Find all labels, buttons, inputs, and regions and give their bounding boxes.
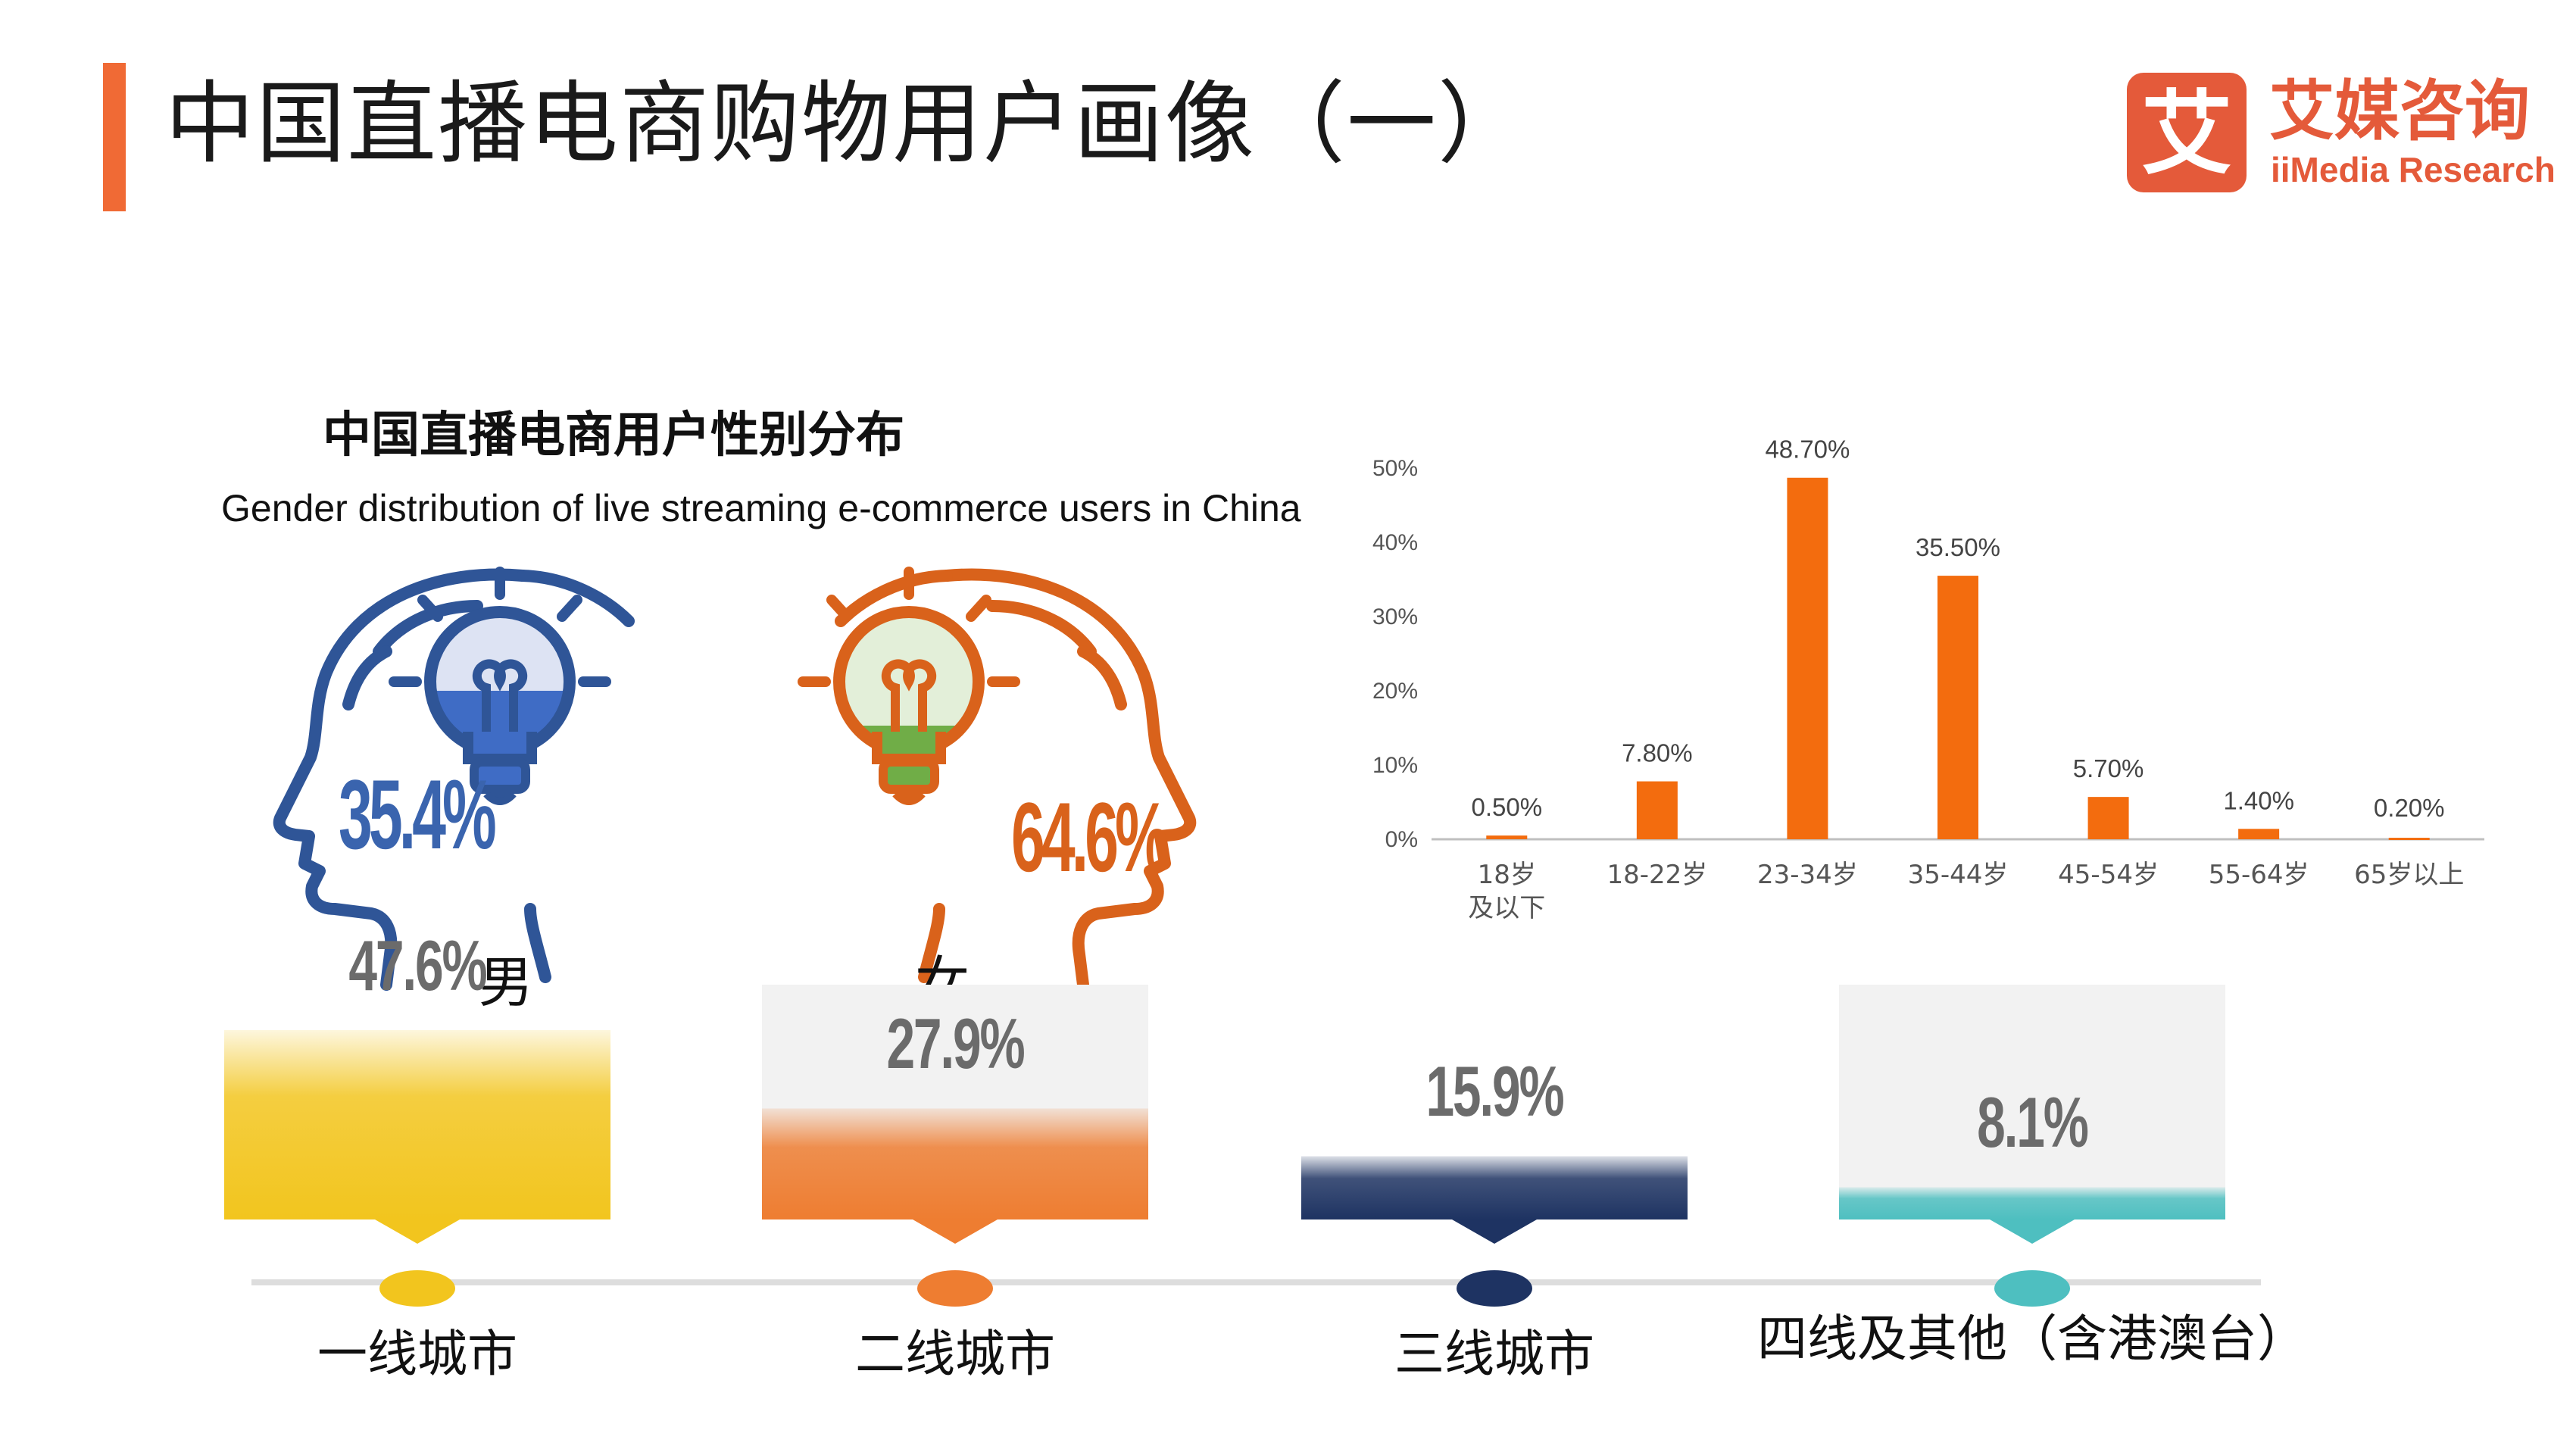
logo-mark-icon: 艾 — [2127, 73, 2247, 192]
age-ytick-label: 50% — [1372, 456, 1418, 481]
age-bar — [1486, 835, 1528, 839]
city-tier-dot — [379, 1270, 455, 1307]
age-category-label: 23-34岁 — [1757, 860, 1858, 890]
brand-logo: 艾 艾媒咨询 iiMedia Research — [2127, 70, 2556, 198]
gender-illustration — [273, 567, 1197, 991]
logo-name-cn: 艾媒咨询 — [2269, 73, 2530, 149]
age-data-label: 0.50% — [1471, 793, 1542, 821]
age-bar — [2087, 797, 2129, 839]
page-title: 中国直播电商购物用户画像（一） — [165, 71, 1529, 176]
city-tier-dot — [1457, 1270, 1532, 1307]
city-tier-bar — [224, 1030, 610, 1219]
age-category-label: 及以下 — [1468, 893, 1545, 923]
age-data-label: 1.40% — [2223, 786, 2294, 814]
age-ytick-label: 30% — [1372, 604, 1418, 629]
age-data-label: 7.80% — [1622, 739, 1693, 767]
city-tier-bar — [1839, 1187, 2225, 1219]
age-ytick-label: 0% — [1385, 827, 1418, 852]
city-tier-bar — [762, 1108, 1148, 1219]
logo-name-en: iiMedia Research — [2271, 150, 2556, 189]
city-tier-bar — [1301, 1156, 1688, 1219]
age-ytick-label: 20% — [1372, 679, 1418, 704]
age-category-label: 45-54岁 — [2058, 860, 2159, 890]
title-accent-bar — [103, 63, 126, 211]
age-category-label: 18-22岁 — [1606, 860, 1707, 890]
city-tier-label: 二线城市 — [855, 1325, 1055, 1383]
city-tier-value: 15.9% — [1425, 1051, 1564, 1132]
city-tier-pointer — [913, 1219, 998, 1244]
city-tier-label: 三线城市 — [1394, 1325, 1594, 1383]
age-category-label: 18岁 — [1478, 860, 1536, 890]
age-bar — [1787, 477, 1828, 839]
male-label: 男 — [479, 951, 534, 1014]
age-data-label: 48.70% — [1765, 436, 1850, 464]
logo-mark-char: 艾 — [2141, 82, 2232, 187]
city-tier-pointer — [1452, 1219, 1537, 1244]
age-bar — [2238, 829, 2280, 839]
city-tier-pointer — [1990, 1219, 2075, 1244]
age-ytick-label: 10% — [1372, 753, 1418, 778]
female-bulb-icon — [798, 567, 1020, 805]
male-bulb-icon — [389, 567, 611, 805]
city-tier-dot — [1994, 1270, 2070, 1307]
age-bar — [1636, 781, 1678, 839]
city-tier-panel — [1839, 985, 2225, 1219]
city-tier-dot — [917, 1270, 993, 1307]
city-tier-chart — [224, 985, 2261, 1307]
city-tier-value: 8.1% — [1977, 1082, 2089, 1163]
male-head-icon — [273, 568, 635, 991]
age-category-label: 55-64岁 — [2209, 860, 2309, 890]
male-percentage: 35.4% — [339, 759, 497, 870]
age-ytick-label: 40% — [1372, 530, 1418, 555]
age-data-label: 0.20% — [2374, 794, 2445, 822]
city-tier-label: 四线及其他（含港澳台） — [1757, 1310, 2307, 1368]
city-tier-value: 27.9% — [886, 1004, 1025, 1084]
city-tier-value: 47.6% — [348, 926, 487, 1005]
age-category-label: 35-44岁 — [1908, 860, 2009, 890]
city-tier-label: 一线城市 — [317, 1325, 517, 1383]
city-tier-pointer — [375, 1219, 460, 1244]
age-data-label: 35.50% — [1916, 533, 2000, 561]
age-data-label: 5.70% — [2073, 754, 2144, 782]
gender-chart-subtitle: Gender distribution of live streaming e-… — [221, 487, 1301, 529]
gender-chart-title: 中国直播电商用户性别分布 — [323, 408, 904, 464]
female-percentage: 64.6% — [1011, 782, 1169, 892]
age-bar — [2388, 838, 2430, 841]
age-bar — [1937, 576, 1978, 839]
age-category-label: 65岁以上 — [2354, 860, 2464, 890]
